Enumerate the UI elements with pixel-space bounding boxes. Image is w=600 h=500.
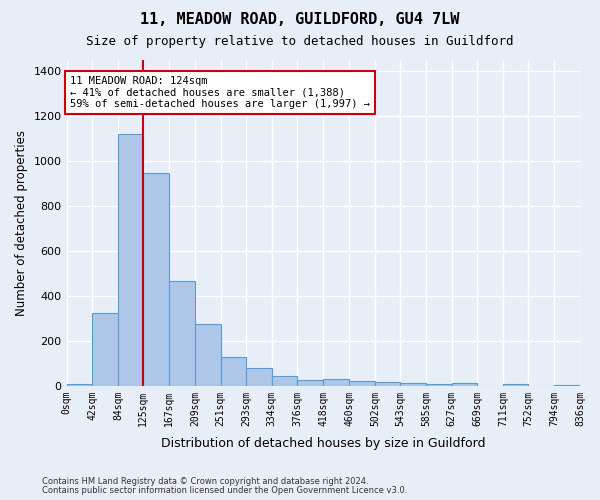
Bar	[298, 380, 323, 386]
Bar	[400, 383, 426, 386]
Bar	[143, 174, 169, 386]
X-axis label: Distribution of detached houses by size in Guildford: Distribution of detached houses by size …	[161, 437, 485, 450]
Y-axis label: Number of detached properties: Number of detached properties	[15, 130, 28, 316]
Text: 11, MEADOW ROAD, GUILDFORD, GU4 7LW: 11, MEADOW ROAD, GUILDFORD, GU4 7LW	[140, 12, 460, 28]
Bar	[426, 384, 452, 386]
Bar	[323, 380, 349, 386]
Bar	[67, 384, 92, 386]
Bar	[554, 384, 580, 386]
Text: Size of property relative to detached houses in Guildford: Size of property relative to detached ho…	[86, 35, 514, 48]
Text: Contains public sector information licensed under the Open Government Licence v3: Contains public sector information licen…	[42, 486, 407, 495]
Bar	[195, 324, 221, 386]
Bar	[92, 313, 118, 386]
Bar	[375, 382, 400, 386]
Bar	[169, 282, 195, 386]
Bar	[221, 356, 247, 386]
Bar	[118, 134, 143, 386]
Bar	[247, 368, 272, 386]
Text: 11 MEADOW ROAD: 124sqm
← 41% of detached houses are smaller (1,388)
59% of semi-: 11 MEADOW ROAD: 124sqm ← 41% of detached…	[70, 76, 370, 109]
Text: Contains HM Land Registry data © Crown copyright and database right 2024.: Contains HM Land Registry data © Crown c…	[42, 477, 368, 486]
Bar	[272, 376, 298, 386]
Bar	[452, 383, 478, 386]
Bar	[349, 382, 375, 386]
Bar	[503, 384, 529, 386]
